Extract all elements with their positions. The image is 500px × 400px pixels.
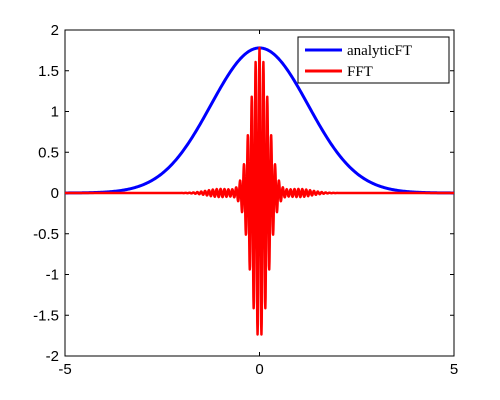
y-tick-label: -2: [46, 348, 59, 365]
y-tick-label: 0.5: [38, 144, 59, 161]
y-tick-label: 2: [51, 22, 59, 39]
x-tick-label: 0: [255, 361, 263, 378]
y-tick-label: 1: [51, 104, 59, 121]
y-tick-label: -1: [46, 267, 59, 284]
x-tick-label: 5: [450, 361, 458, 378]
series-lines: [63, 46, 456, 336]
y-tick-label: 0: [51, 185, 59, 202]
y-tick-label: -0.5: [33, 226, 59, 243]
y-tick-label: 1.5: [38, 63, 59, 80]
series-fft-line: [63, 46, 456, 336]
legend: analyticFT FFT: [297, 36, 450, 84]
x-tick-label: -5: [58, 361, 71, 378]
legend-box: [297, 36, 450, 84]
y-tick-label: -1.5: [33, 307, 59, 324]
x-axis-tick-labels: -5 0 5: [58, 361, 458, 378]
legend-label-analyticft: analyticFT: [347, 43, 412, 59]
y-axis-tick-labels: -2 -1.5 -1 -0.5 0 0.5 1 1.5 2: [33, 22, 59, 365]
legend-label-fft: FFT: [347, 64, 373, 80]
axis-ticks: [64, 29, 455, 357]
